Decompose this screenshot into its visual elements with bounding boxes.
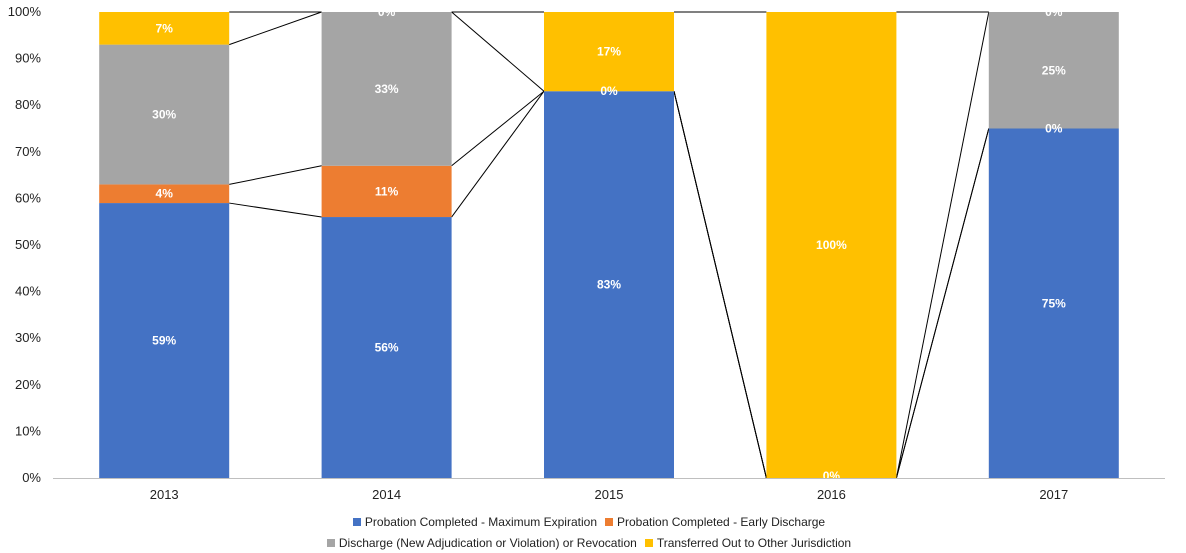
series-line xyxy=(895,128,990,479)
series-line xyxy=(229,11,322,46)
legend-label: Transferred Out to Other Jurisdiction xyxy=(656,536,852,550)
y-tick-label: 50% xyxy=(15,237,41,252)
x-tick-label: 2016 xyxy=(817,487,846,502)
legend-swatch xyxy=(352,518,361,526)
y-tick-label: 20% xyxy=(15,377,41,392)
data-label: 0% xyxy=(600,84,618,98)
series-lines xyxy=(229,11,990,479)
stacked-bar-chart: 59%4%30%7%56%11%33%0%83%0%17%0%100%75%0%… xyxy=(8,4,1165,502)
legend-swatch xyxy=(605,518,613,526)
data-label: 0% xyxy=(1045,122,1063,136)
y-tick-label: 40% xyxy=(15,284,41,299)
series-line xyxy=(451,11,545,92)
bar-segment xyxy=(988,128,1119,478)
data-label: 100% xyxy=(816,238,847,252)
series-line xyxy=(895,11,990,479)
legend-item: Discharge (New Adjudication or Violation… xyxy=(326,536,637,550)
bar-segment xyxy=(321,217,452,479)
data-label: 75% xyxy=(1042,296,1066,310)
legend-item: Transferred Out to Other Jurisdiction xyxy=(644,536,852,550)
y-tick-label: 100% xyxy=(8,4,42,19)
data-labels: 59% 4% 30% 7% 56% 11% 33% 0% 83% 0% 17% 0% 100% 75% 0%… xyxy=(152,5,1066,483)
bar-segment xyxy=(544,12,674,92)
series-line xyxy=(673,91,767,479)
bar-segment xyxy=(99,12,230,45)
axes: 0% 10% 20% 30% 40% 50% 60% 70% 80% 90% 100% 2013 201… xyxy=(8,4,1165,502)
data-label: 0% xyxy=(1045,5,1063,19)
series-line xyxy=(229,202,322,218)
data-label: 7% xyxy=(156,21,174,35)
legend-row: Discharge (New Adjudication or Violation… xyxy=(326,536,859,550)
data-label: 4% xyxy=(156,187,174,201)
data-label: 25% xyxy=(1042,63,1066,77)
legend-label: Discharge (New Adjudication or Violation… xyxy=(338,536,637,550)
series-line xyxy=(451,90,545,218)
legend-swatch xyxy=(326,539,335,547)
data-label: 83% xyxy=(597,278,621,292)
x-tick-label: 2017 xyxy=(1039,487,1068,502)
data-label: 33% xyxy=(375,82,399,96)
series-line xyxy=(229,165,322,185)
data-label: 11% xyxy=(375,184,399,198)
x-tick-label: 2015 xyxy=(595,487,624,502)
bar-segment xyxy=(99,184,230,204)
y-tick-label: 80% xyxy=(15,97,41,112)
data-label: 30% xyxy=(152,108,176,122)
bar-segment xyxy=(99,44,230,185)
data-label: 17% xyxy=(597,45,621,59)
legend-item: Probation Completed - Maximum Expiration xyxy=(352,515,597,529)
x-tick-label: 2014 xyxy=(372,487,401,502)
legend-row: Probation Completed - Maximum Expiration… xyxy=(352,515,833,529)
y-tick-label: 60% xyxy=(15,190,41,205)
bar-segment xyxy=(99,203,230,478)
y-tick-label: 30% xyxy=(15,330,41,345)
data-label: 0% xyxy=(378,5,396,19)
bar-segment xyxy=(766,12,897,478)
bar-segment xyxy=(544,91,674,478)
data-label: 56% xyxy=(375,341,399,355)
legend-item: Probation Completed - Early Discharge xyxy=(605,515,825,529)
bar-segment xyxy=(988,12,1119,129)
y-tick-label: 70% xyxy=(15,144,41,159)
bar-segment xyxy=(321,165,452,218)
series-line xyxy=(451,90,545,167)
data-label: 59% xyxy=(152,334,176,348)
y-tick-label: 10% xyxy=(15,423,41,438)
bars xyxy=(99,12,1119,479)
bar-segment xyxy=(321,12,452,166)
legend-swatch xyxy=(644,539,653,547)
legend-label: Probation Completed - Early Discharge xyxy=(617,515,826,529)
y-tick-label: 0% xyxy=(22,470,41,485)
y-tick-label: 90% xyxy=(15,51,41,66)
legend-label: Probation Completed - Maximum Expiration xyxy=(364,515,597,529)
data-label: 0% xyxy=(823,469,841,483)
x-tick-label: 2013 xyxy=(150,487,179,502)
